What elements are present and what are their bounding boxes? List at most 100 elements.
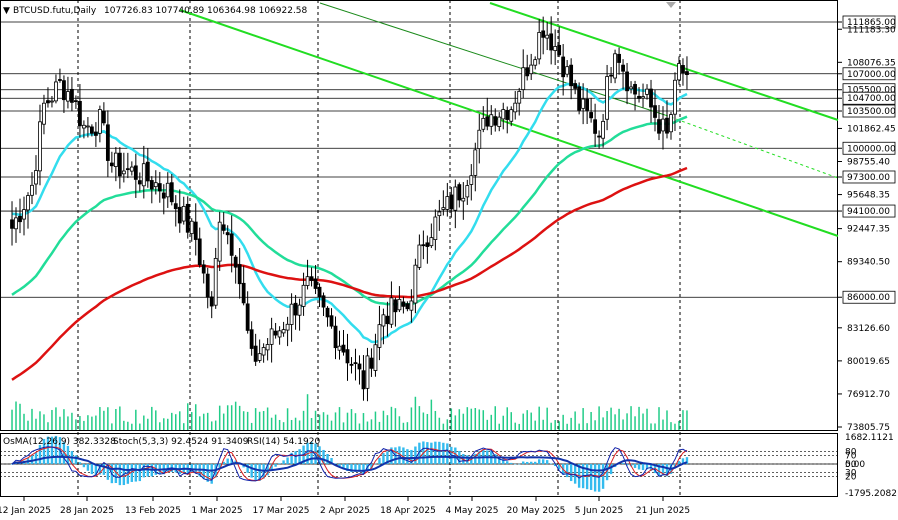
price-axis-label: 100000.00	[847, 144, 896, 154]
candle-body	[26, 195, 30, 211]
candle-body	[549, 33, 554, 51]
price-axis-label: 104700.00	[847, 94, 896, 104]
osma-bar	[314, 443, 317, 464]
osma-bar	[126, 463, 130, 484]
osma-bar	[374, 463, 377, 465]
osma-bar	[362, 463, 365, 474]
candle-body	[129, 166, 134, 172]
candle-body	[653, 105, 657, 118]
candle-body	[329, 315, 334, 327]
osma-bar	[378, 457, 381, 464]
osma-bar	[206, 463, 209, 482]
candlesticks	[10, 16, 689, 402]
candle-body	[173, 203, 178, 210]
candle-body	[121, 170, 126, 175]
osma-bar	[633, 463, 637, 468]
osma-bar	[645, 463, 649, 470]
candle-body	[581, 98, 586, 109]
price-axis-label: 111183.30	[847, 25, 896, 35]
candle-body	[82, 124, 86, 129]
price-level-tag	[842, 67, 896, 81]
candle-body	[305, 276, 310, 286]
indicator-axis-label: 80	[845, 447, 857, 457]
osma-bar	[402, 447, 405, 464]
candle-body	[74, 100, 78, 103]
osma-bar	[386, 451, 389, 464]
candle-body	[273, 330, 278, 336]
candle-body	[62, 80, 66, 101]
candle-body	[22, 209, 26, 220]
candle-body	[157, 183, 162, 192]
osma-bar	[506, 461, 509, 464]
candle-body	[449, 194, 454, 210]
osma-bar	[78, 462, 82, 464]
osma-bar	[549, 463, 553, 465]
candle-body	[229, 233, 234, 256]
candle-body	[537, 32, 542, 60]
candle-body	[541, 30, 546, 38]
rsi-label: RSI(14) 54.1920	[247, 437, 320, 447]
osma-bar	[665, 463, 669, 477]
candle-body	[361, 370, 366, 390]
time-axis-label: 4 May 2025	[446, 506, 499, 516]
candle-body	[497, 116, 502, 127]
time-axis-label: 2 Apr 2025	[320, 506, 370, 516]
candle-body	[665, 117, 669, 134]
osma-bar	[62, 442, 66, 464]
candle-body	[649, 88, 653, 108]
price-axis-label: 76912.70	[847, 390, 890, 400]
candle-body	[389, 297, 394, 325]
osma-bar	[346, 463, 349, 472]
trend-line-projection	[664, 114, 839, 179]
osma-bar	[414, 446, 417, 464]
candle-body	[341, 344, 346, 353]
osma-bar	[502, 457, 505, 464]
price-level-tag	[842, 170, 896, 184]
candle-body	[217, 221, 222, 262]
candle-body	[277, 330, 282, 338]
candle-body	[509, 109, 514, 122]
candle-body	[681, 65, 685, 74]
candle-body	[441, 207, 446, 210]
osma-bar	[42, 438, 46, 464]
candle-body	[585, 98, 590, 111]
candle-body	[409, 300, 414, 311]
osma-bar	[138, 463, 142, 482]
chart-header-arrow-icon: ▼	[3, 6, 10, 16]
time-axis-label: 28 Jan 2025	[60, 506, 114, 516]
price-axis-label: 101862.45	[847, 124, 896, 134]
candle-body	[641, 96, 645, 99]
osma-bar	[537, 459, 541, 464]
candle-body	[205, 273, 210, 298]
scroll-marker-icon[interactable]	[666, 2, 676, 8]
candle-body	[54, 81, 58, 102]
osma-bar	[605, 463, 609, 481]
chart-symbol-timeframe: BTCUSD.futu,Daily	[13, 6, 97, 16]
candle-body	[321, 295, 326, 308]
candle-body	[117, 152, 122, 177]
price-axis-label: 86000.00	[847, 293, 890, 303]
candle-body	[269, 328, 274, 345]
candle-body	[301, 284, 306, 307]
candle-body	[189, 220, 194, 235]
candle-body	[285, 323, 290, 331]
stoch-label: Stoch(5,3,3) 92.4524 91.3409	[113, 437, 249, 447]
candle-body	[669, 114, 673, 133]
osma-bar	[290, 452, 293, 464]
candle-body	[401, 301, 406, 307]
osma-bar	[294, 451, 297, 464]
candle-body	[78, 100, 82, 127]
osma-bar	[681, 458, 685, 464]
candle-body	[617, 53, 621, 63]
candle-body	[265, 344, 270, 351]
candle-body	[261, 347, 266, 356]
candle-body	[89, 126, 94, 134]
candle-body	[165, 182, 170, 198]
indicator-axis-label: 20	[845, 473, 857, 483]
osma-bar	[210, 463, 213, 484]
osma-bar	[661, 463, 665, 476]
ma-slow-line	[11, 166, 688, 381]
osma-bar	[494, 454, 497, 464]
